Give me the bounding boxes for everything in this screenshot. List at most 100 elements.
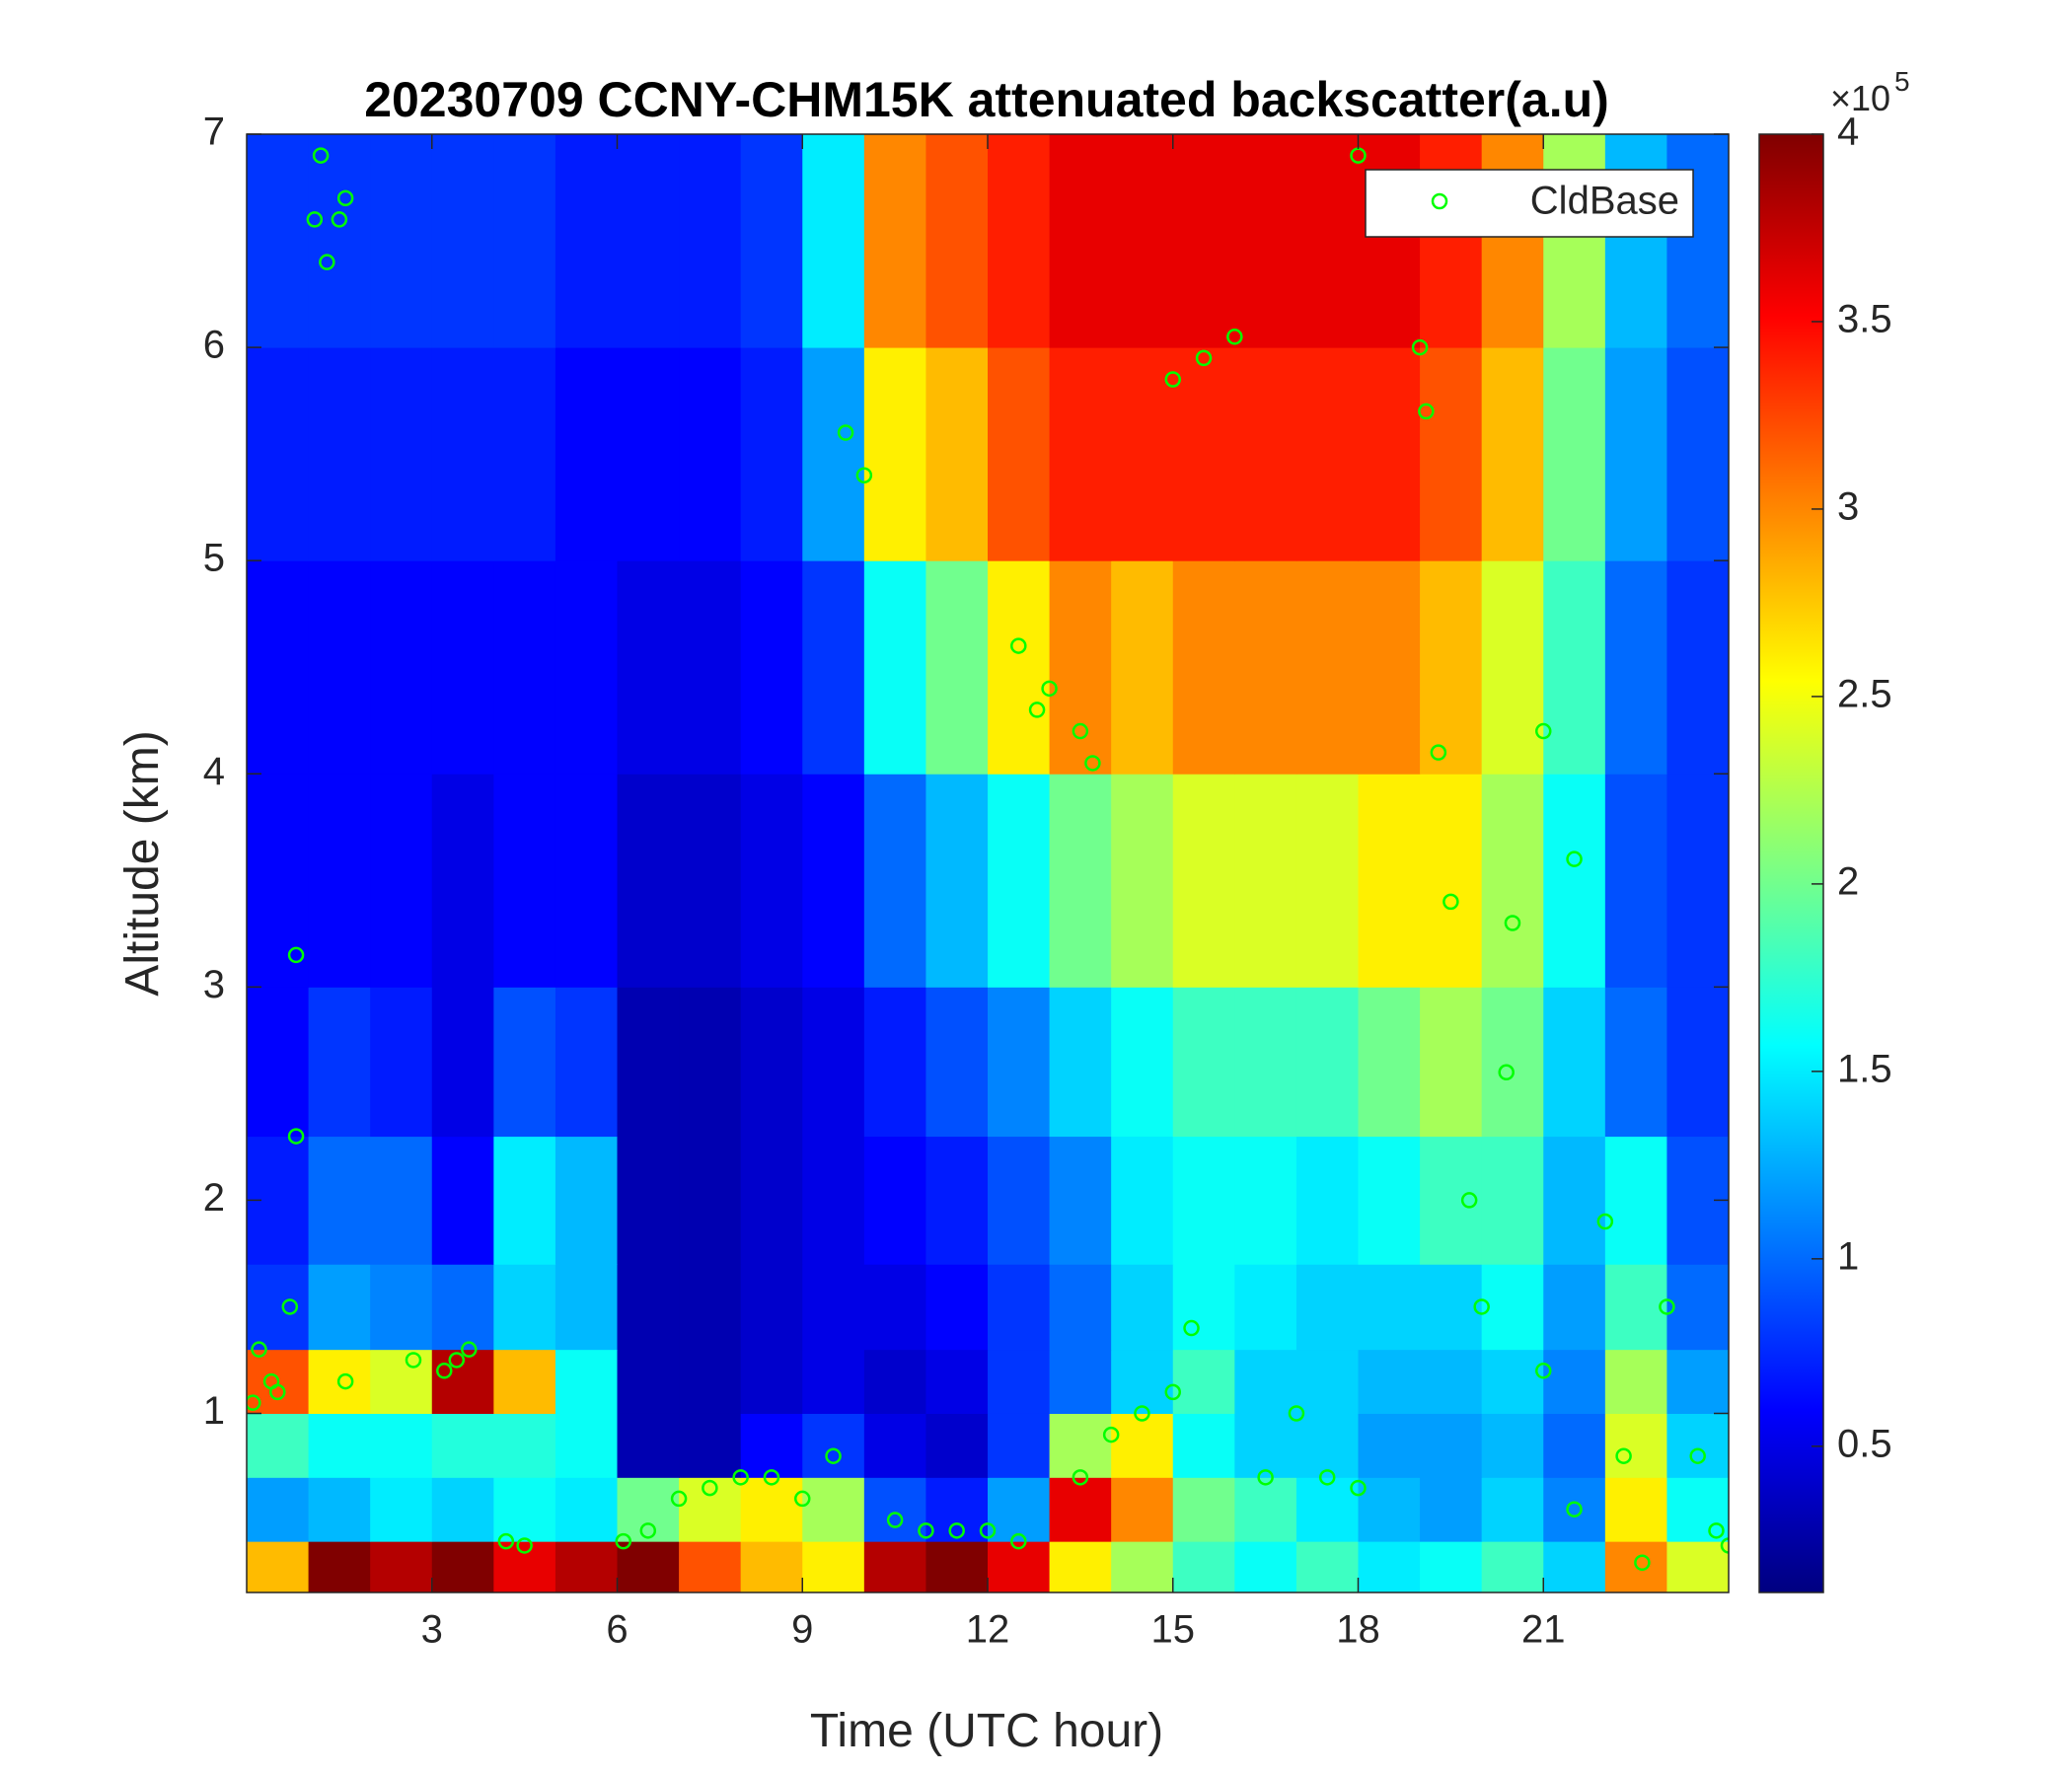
- heatmap-cell: [370, 1541, 433, 1592]
- heatmap-cell: [1111, 134, 1174, 348]
- heatmap-cell: [863, 560, 926, 775]
- heatmap-cell: [1543, 347, 1606, 561]
- heatmap-cell: [1295, 774, 1359, 988]
- heatmap-cell: [1049, 560, 1112, 775]
- heatmap-cell: [925, 1541, 989, 1592]
- legend-marker: [1431, 192, 1448, 210]
- heatmap-cell: [617, 1541, 680, 1592]
- heatmap-cell: [1543, 560, 1606, 775]
- colorbar-tick-label: 1.5: [1837, 1047, 1892, 1090]
- y-tick-label: 6: [203, 324, 225, 367]
- heatmap-cell: [1049, 1136, 1112, 1265]
- heatmap-cell: [1172, 987, 1235, 1138]
- heatmap-cell: [1234, 1413, 1297, 1478]
- cloud-base-point: [247, 1394, 261, 1411]
- heatmap-cell: [1358, 347, 1421, 561]
- heatmap-cell: [988, 1264, 1051, 1351]
- heatmap-cell: [925, 1349, 989, 1414]
- heatmap-cell: [555, 347, 618, 561]
- heatmap-cell: [740, 347, 803, 561]
- heatmap-cell: [1543, 1349, 1606, 1414]
- cloud-base-point: [1615, 1447, 1632, 1464]
- heatmap-cell: [925, 1477, 989, 1542]
- heatmap-cell: [988, 987, 1051, 1138]
- heatmap-cell: [1295, 1541, 1359, 1592]
- cloud-base-point: [1164, 1383, 1181, 1401]
- cloud-base-point: [1072, 722, 1089, 740]
- heatmap-cell: [1049, 774, 1112, 988]
- heatmap-cell: [617, 987, 680, 1138]
- cloud-base-point: [1102, 1426, 1120, 1443]
- cloud-base-point: [1659, 1298, 1675, 1315]
- heatmap-cell: [493, 1477, 556, 1542]
- heatmap-cell: [988, 560, 1051, 775]
- heatmap-cell: [1666, 987, 1729, 1138]
- heatmap-cell: [863, 1477, 926, 1542]
- colorbar-tick-label: 0.5: [1837, 1422, 1892, 1465]
- heatmap-cell: [1295, 560, 1359, 775]
- heatmap-cell: [863, 134, 926, 348]
- heatmap-cell: [863, 347, 926, 561]
- heatmap-cell: [1234, 134, 1297, 348]
- heatmap-cell: [308, 347, 371, 561]
- heatmap-cell: [1420, 560, 1483, 775]
- heatmap-cell: [925, 987, 989, 1138]
- heatmap-cell: [802, 560, 865, 775]
- heatmap-cell: [679, 347, 742, 561]
- heatmap-cell: [925, 774, 989, 988]
- heatmap-cell: [431, 987, 494, 1138]
- heatmap-cell: [555, 1541, 618, 1592]
- cloud-base-point: [1164, 371, 1181, 388]
- heatmap-cell: [1295, 1349, 1359, 1414]
- heatmap-cell: [308, 560, 371, 775]
- cloud-base-point: [436, 1363, 453, 1379]
- y-tick-label: 2: [203, 1176, 225, 1220]
- heatmap-cell: [1420, 774, 1483, 988]
- heatmap-cell: [1358, 987, 1421, 1138]
- heatmap-cell: [247, 560, 310, 775]
- heatmap-cell: [1604, 347, 1667, 561]
- heatmap-cell: [1604, 134, 1667, 348]
- cloud-base-point: [448, 1352, 466, 1369]
- colorbar-tick-label: 2: [1837, 859, 1859, 903]
- cloud-base-point: [1460, 1192, 1478, 1209]
- heatmap-cell: [1420, 1264, 1483, 1351]
- heatmap-cell: [1111, 774, 1174, 988]
- heatmap-cell: [308, 987, 371, 1138]
- cloud-base-point: [269, 1383, 286, 1401]
- heatmap-cell: [617, 134, 680, 348]
- cloud-base-point: [1134, 1405, 1150, 1422]
- heatmap-cell: [740, 774, 803, 988]
- cloud-base-point: [1288, 1405, 1305, 1422]
- heatmap-cell: [247, 347, 310, 561]
- heatmap-cell: [1543, 1413, 1606, 1478]
- heatmap-cell: [308, 1477, 371, 1542]
- x-tick-label: 21: [1521, 1608, 1566, 1652]
- heatmap-cell: [1420, 1413, 1483, 1478]
- heatmap-cell: [740, 1349, 803, 1414]
- heatmap-cell: [1420, 1541, 1483, 1592]
- heatmap-cell: [1666, 1264, 1729, 1351]
- heatmap-cell: [1604, 1477, 1667, 1542]
- heatmap-cell: [1234, 1477, 1297, 1542]
- cloud-base-point: [825, 1447, 842, 1464]
- heatmap-cell: [863, 1136, 926, 1265]
- cloud-base-point: [287, 1128, 305, 1145]
- legend-box: [1365, 169, 1694, 238]
- heatmap-cell: [617, 1413, 680, 1478]
- cloud-base-point: [837, 424, 854, 441]
- heatmap-cell: [370, 1136, 433, 1265]
- heatmap-cell: [431, 560, 494, 775]
- heatmap-cell: [1295, 1477, 1359, 1542]
- heatmap-cell: [370, 1413, 433, 1478]
- heatmap-cell: [1604, 987, 1667, 1138]
- heatmap-cell: [1358, 774, 1421, 988]
- heatmap-cell: [740, 1136, 803, 1265]
- heatmap-cell: [247, 1541, 310, 1592]
- heatmap-cell: [493, 134, 556, 348]
- heatmap-cell: [1234, 1264, 1297, 1351]
- heatmap-cell: [802, 1541, 865, 1592]
- y-tick-label: 3: [203, 963, 225, 1006]
- cloud-base-point: [287, 946, 305, 964]
- y-tick-label: 7: [203, 111, 225, 154]
